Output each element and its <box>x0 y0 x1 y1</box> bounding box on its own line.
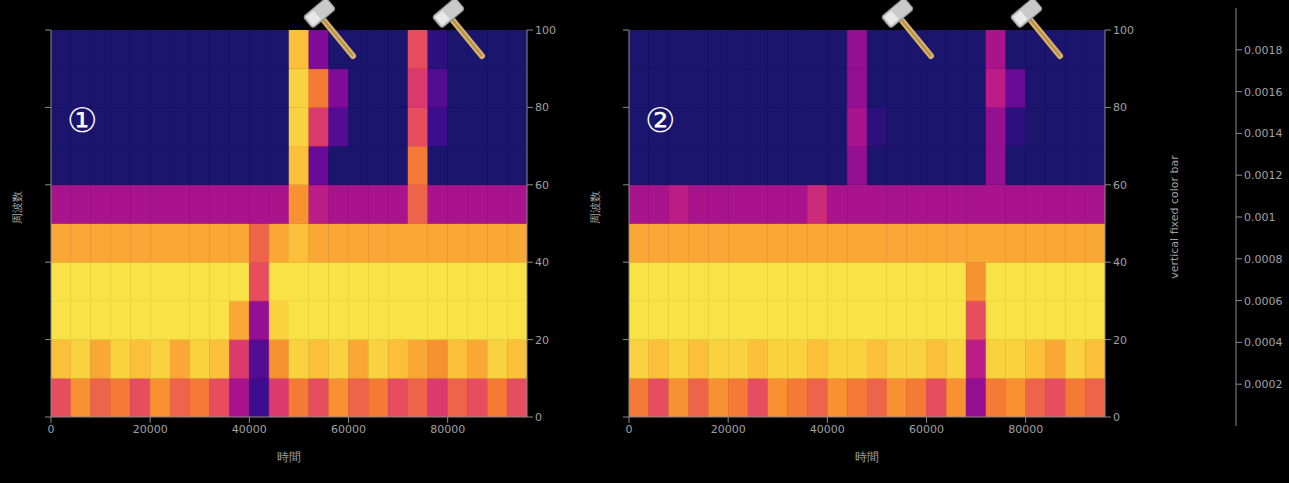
svg-text:80: 80 <box>535 101 549 114</box>
svg-text:40: 40 <box>535 256 549 269</box>
svg-text:80000: 80000 <box>1008 423 1043 436</box>
svg-text:0.0018: 0.0018 <box>1244 44 1283 57</box>
svg-text:0: 0 <box>1113 411 1120 424</box>
svg-text:40: 40 <box>1113 256 1127 269</box>
svg-text:60: 60 <box>535 179 549 192</box>
svg-text:60000: 60000 <box>331 423 366 436</box>
svg-text:周波数: 周波数 <box>11 191 24 224</box>
svg-text:0.001: 0.001 <box>1244 211 1276 224</box>
svg-text:40000: 40000 <box>810 423 845 436</box>
html-text:vertical fixed color bar: vertical fixed color bar <box>1167 155 1181 279</box>
svg-text:60: 60 <box>1113 179 1127 192</box>
svg-text:時間: 時間 <box>855 450 879 464</box>
svg-text:80: 80 <box>1113 101 1127 114</box>
svg-text:20: 20 <box>1113 334 1127 347</box>
svg-text:0.0016: 0.0016 <box>1244 86 1283 99</box>
svg-text:40000: 40000 <box>232 423 267 436</box>
html-text:②: ② <box>645 100 676 140</box>
svg-text:0.0008: 0.0008 <box>1244 253 1283 266</box>
svg-text:100: 100 <box>1113 24 1134 37</box>
svg-text:20000: 20000 <box>133 423 168 436</box>
svg-text:0.0004: 0.0004 <box>1244 336 1283 349</box>
svg-text:20: 20 <box>535 334 549 347</box>
svg-text:周波数: 周波数 <box>589 191 602 224</box>
svg-text:60000: 60000 <box>909 423 944 436</box>
svg-text:100: 100 <box>535 24 556 37</box>
svg-text:0.0006: 0.0006 <box>1244 295 1283 308</box>
svg-text:0: 0 <box>626 423 633 436</box>
svg-text:20000: 20000 <box>711 423 746 436</box>
svg-text:0: 0 <box>535 411 542 424</box>
svg-text:0.0002: 0.0002 <box>1244 378 1283 391</box>
html-text:①: ① <box>67 100 98 140</box>
svg-text:80000: 80000 <box>430 423 465 436</box>
svg-text:0.0012: 0.0012 <box>1244 169 1283 182</box>
svg-text:0.0014: 0.0014 <box>1244 127 1283 140</box>
svg-text:0: 0 <box>48 423 55 436</box>
svg-text:時間: 時間 <box>277 450 301 464</box>
